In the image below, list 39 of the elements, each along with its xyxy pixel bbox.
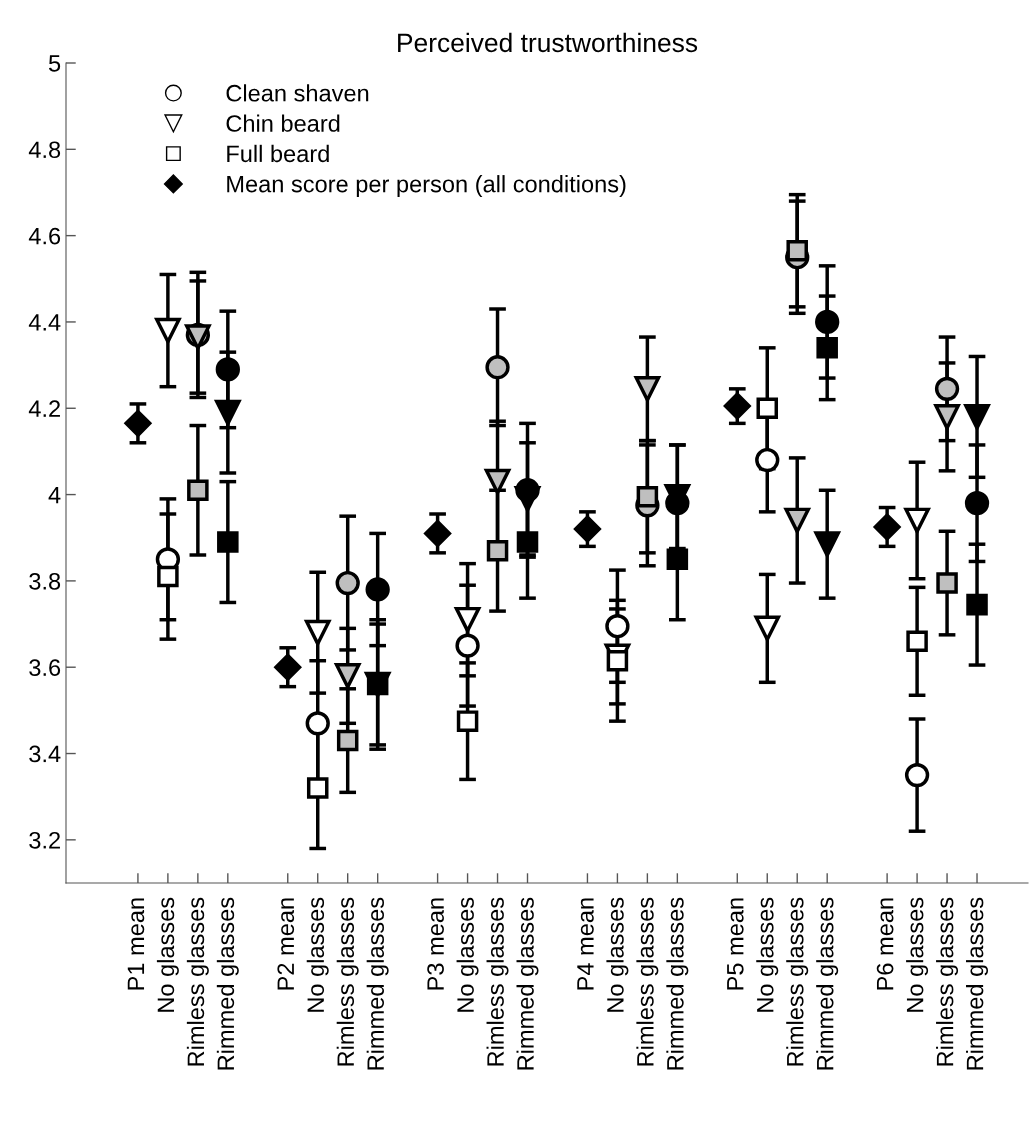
legend-label: Full beard xyxy=(227,144,329,163)
y-tick-label: 4 xyxy=(48,486,61,504)
x-tick-label: Rimmed glasses xyxy=(216,897,239,1070)
x-tick-label: Rimless glasses xyxy=(936,897,959,1066)
y-tick-label: 3.6 xyxy=(29,659,61,676)
x-tick-label: Rimmed glasses xyxy=(666,897,689,1070)
x-tick-label: Rimless glasses xyxy=(786,897,809,1066)
y-tick-label: 3.8 xyxy=(29,572,61,590)
x-tick-label: P4 mean xyxy=(577,898,594,990)
x-tick-label: No glasses xyxy=(306,897,329,1012)
y-tick-label: 3.4 xyxy=(29,745,61,763)
legend-label: Mean score per person (all conditions) xyxy=(227,175,626,198)
y-tick-label: 3.2 xyxy=(29,831,60,849)
y-tick-label: 4.4 xyxy=(28,314,61,331)
x-tick-label: Rimmed glasses xyxy=(816,897,839,1070)
legend-label: Chin beard xyxy=(226,114,340,132)
x-tick-label: P5 mean xyxy=(727,898,744,990)
y-tick-label: 5 xyxy=(48,55,61,72)
y-tick-label: 4.6 xyxy=(28,227,61,245)
x-tick-label: No glasses xyxy=(906,897,929,1012)
x-tick-label: P2 mean xyxy=(277,898,295,990)
x-tick-label: P3 mean xyxy=(427,898,444,990)
x-tick-label: Rimmed glasses xyxy=(366,897,389,1070)
y-tick-label: 4.2 xyxy=(28,400,60,417)
x-tick-label: P6 mean xyxy=(876,898,894,990)
x-tick-label: No glasses xyxy=(456,897,479,1012)
x-tick-label: Rimmed glasses xyxy=(966,897,989,1070)
x-tick-label: P1 mean xyxy=(127,898,145,990)
chart-title: Perceived trustworthiness xyxy=(398,32,698,53)
x-tick-label: No glasses xyxy=(156,897,179,1012)
x-tick-label: Rimless glasses xyxy=(636,897,659,1066)
x-tick-label: No glasses xyxy=(756,897,779,1012)
x-tick-label: Rimmed glasses xyxy=(516,897,539,1070)
x-tick-label: Rimless glasses xyxy=(486,897,509,1066)
y-tick-label: 4.8 xyxy=(28,141,61,159)
x-tick-label: Rimless glasses xyxy=(186,897,209,1066)
legend-label: Clean shaven xyxy=(226,84,369,102)
x-tick-label: Rimless glasses xyxy=(336,897,359,1066)
x-tick-label: No glasses xyxy=(606,897,629,1012)
